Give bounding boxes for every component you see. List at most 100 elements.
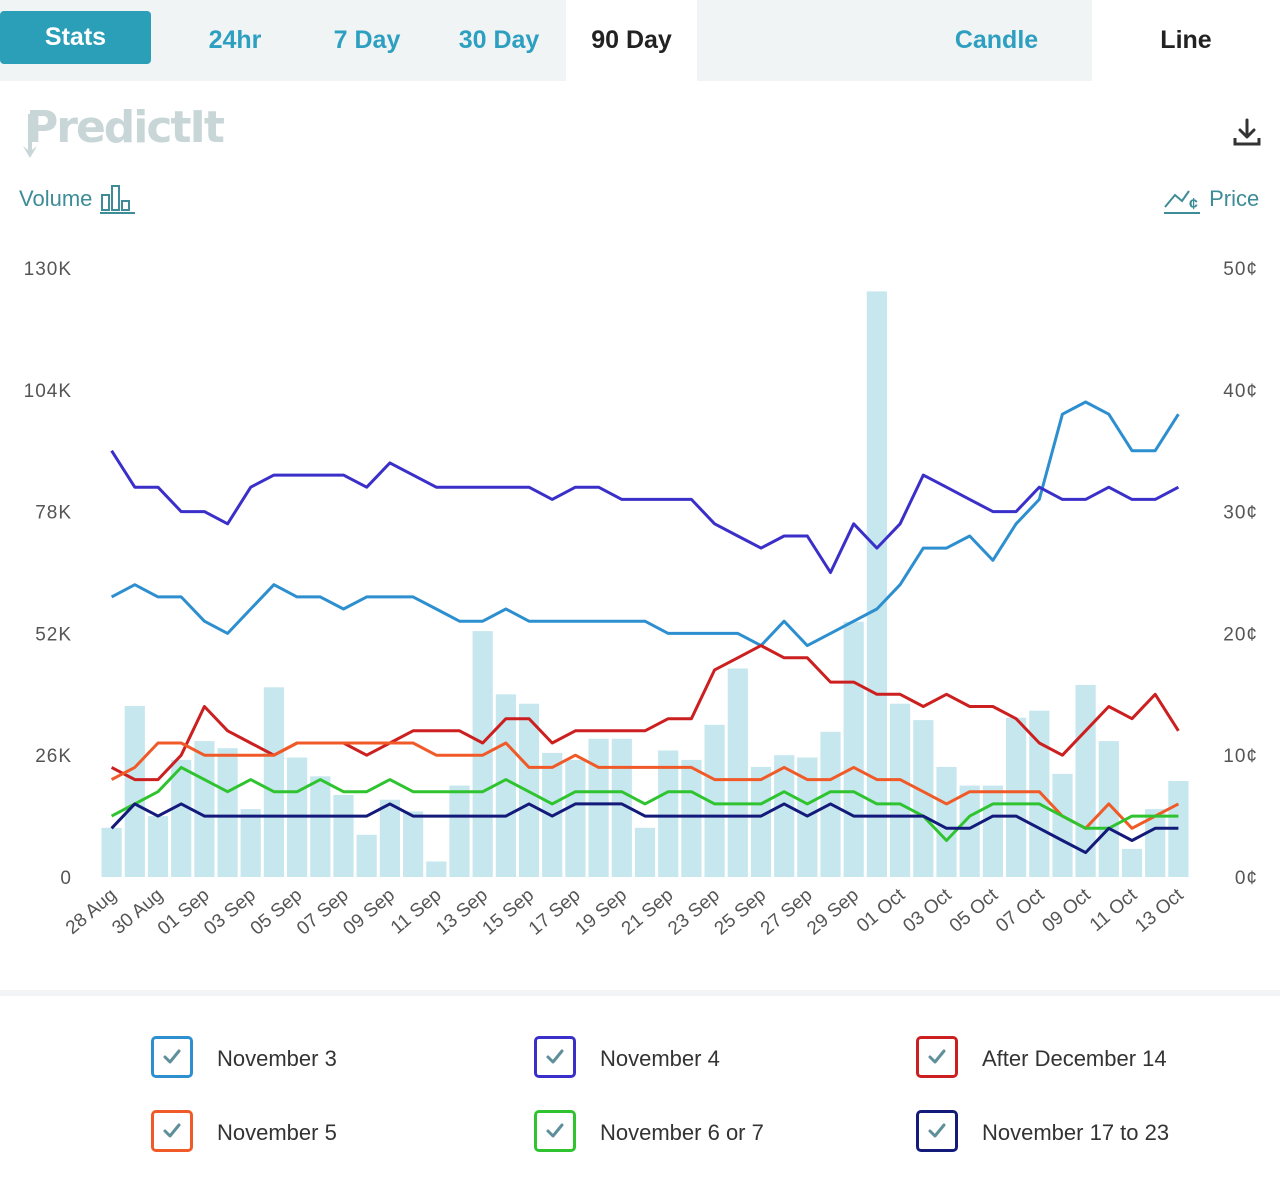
svg-text:¢: ¢ <box>1189 196 1198 213</box>
volume-tick-label: 0 <box>60 868 72 889</box>
price-axis-label: Price <box>1209 186 1260 212</box>
x-tick-label: 11 Sep <box>387 885 446 939</box>
predictit-logo: PredictIt <box>20 102 225 160</box>
legend-checkbox[interactable] <box>916 1110 958 1152</box>
check-icon <box>546 1123 564 1138</box>
x-tick-label: 19 Sep <box>571 885 631 940</box>
tab-24hr[interactable]: 24hr <box>208 26 262 54</box>
series-line <box>110 802 1179 855</box>
x-tick-label: 25 Sep <box>711 885 771 940</box>
series-line <box>110 765 1179 842</box>
tab-bar: Stats 24hr 7 Day 30 Day 90 Day Candle Li… <box>0 0 1280 81</box>
price-tick-label: 50¢ <box>1223 259 1258 280</box>
x-tick-label: 27 Sep <box>757 885 817 940</box>
volume-bar <box>565 759 586 877</box>
price-tick-label: 30¢ <box>1223 503 1258 524</box>
x-tick-label: 15 Sep <box>479 885 539 940</box>
legend-item[interactable]: November 17 to 23 <box>916 1110 1246 1158</box>
volume-bar <box>936 766 957 877</box>
volume-bar <box>449 785 470 877</box>
legend-item[interactable]: November 6 or 7 <box>534 1110 864 1158</box>
series-line <box>110 741 1180 830</box>
x-tick-label: 03 Sep <box>200 885 260 940</box>
x-tick-label: 09 Oct <box>1038 884 1095 937</box>
volume-bar <box>866 291 887 877</box>
volume-bar <box>634 827 656 877</box>
tab-line[interactable]: Line <box>1092 0 1280 81</box>
volume-bar <box>356 834 377 877</box>
x-tick-label: 13 Sep <box>432 885 492 940</box>
volume-bar <box>843 621 864 877</box>
volume-tick-label: 52K <box>35 624 72 645</box>
stats-button[interactable]: Stats <box>0 11 151 64</box>
volume-bar <box>681 759 702 877</box>
volume-bar <box>310 776 331 877</box>
legend-label: November 6 or 7 <box>600 1120 764 1145</box>
legend-label: November 4 <box>600 1046 720 1071</box>
x-tick-label: 05 Oct <box>946 884 1003 937</box>
x-tick-label: 07 Sep <box>293 885 353 940</box>
volume-bars-icon <box>99 185 135 215</box>
x-tick-label: 29 Sep <box>803 885 863 940</box>
x-tick-label: 17 Sep <box>525 885 585 940</box>
volume-bar <box>611 738 632 877</box>
volume-bar <box>1098 741 1119 877</box>
legend-divider <box>0 990 1280 996</box>
volume-bar <box>658 750 679 877</box>
tab-30-day[interactable]: 30 Day <box>458 26 540 54</box>
volume-bar <box>403 811 424 877</box>
check-icon <box>928 1123 946 1138</box>
x-tick-label: 03 Oct <box>899 884 956 937</box>
price-tick-label: 40¢ <box>1223 381 1258 402</box>
legend-label: November 5 <box>217 1120 337 1145</box>
price-tick-label: 0¢ <box>1235 868 1258 889</box>
x-tick-label: 01 Sep <box>154 885 214 940</box>
volume-bar <box>1145 809 1166 877</box>
price-tick-label: 20¢ <box>1223 624 1258 645</box>
volume-bar <box>124 706 145 877</box>
price-tick-label: 10¢ <box>1223 746 1258 767</box>
volume-bar <box>333 795 354 877</box>
legend-checkbox[interactable] <box>151 1110 193 1152</box>
legend-item[interactable]: November 3 <box>151 1036 481 1084</box>
volume-axis-title: Volume <box>19 183 139 215</box>
x-tick-label: 11 Oct <box>1086 884 1142 936</box>
x-tick-label: 23 Sep <box>664 885 724 940</box>
volume-bar <box>171 759 192 877</box>
legend-checkbox[interactable] <box>534 1036 576 1078</box>
legend-label: After December 14 <box>982 1046 1167 1071</box>
legend-item[interactable]: After December 14 <box>916 1036 1246 1084</box>
volume-bar <box>240 809 261 877</box>
tab-candle[interactable]: Candle <box>954 26 1039 54</box>
volume-bar <box>727 668 748 877</box>
volume-bar <box>959 785 980 877</box>
x-tick-label: 28 Aug <box>62 885 121 939</box>
legend-checkbox[interactable] <box>151 1036 193 1078</box>
legend-item[interactable]: November 5 <box>151 1110 481 1158</box>
tab-7-day[interactable]: 7 Day <box>333 26 401 54</box>
volume-axis-label: Volume <box>19 186 93 212</box>
check-icon <box>546 1049 564 1064</box>
download-icon[interactable] <box>1230 116 1264 150</box>
check-icon <box>163 1123 181 1138</box>
x-tick-label: 07 Oct <box>992 884 1049 937</box>
x-tick-label: 30 Aug <box>108 885 167 939</box>
price-volume-chart: 0 26K 52K 78K 104K 130K 0¢ 10¢ 20¢ 30¢ 40¢ 50¢ 28 Au… <box>24 259 1258 940</box>
volume-bar <box>1006 717 1027 877</box>
volume-bar <box>495 694 516 877</box>
legend-item[interactable]: November 4 <box>534 1036 864 1084</box>
volume-bar <box>913 720 934 877</box>
legend-label: November 17 to 23 <box>982 1120 1170 1145</box>
x-tick-label: 09 Sep <box>339 885 399 940</box>
x-tick-label: 01 Oct <box>853 884 910 937</box>
logo-text: PredictIt <box>26 102 225 153</box>
volume-bar <box>426 861 447 877</box>
legend-checkbox[interactable] <box>916 1036 958 1078</box>
legend-label: November 3 <box>217 1046 337 1071</box>
x-tick-label: 05 Sep <box>247 885 307 940</box>
legend-checkbox[interactable] <box>534 1110 576 1152</box>
volume-tick-label: 130K <box>24 259 72 280</box>
volume-bar <box>750 766 772 877</box>
tab-90-day[interactable]: 90 Day <box>566 0 697 81</box>
price-line-icon: ¢ <box>1164 190 1200 215</box>
